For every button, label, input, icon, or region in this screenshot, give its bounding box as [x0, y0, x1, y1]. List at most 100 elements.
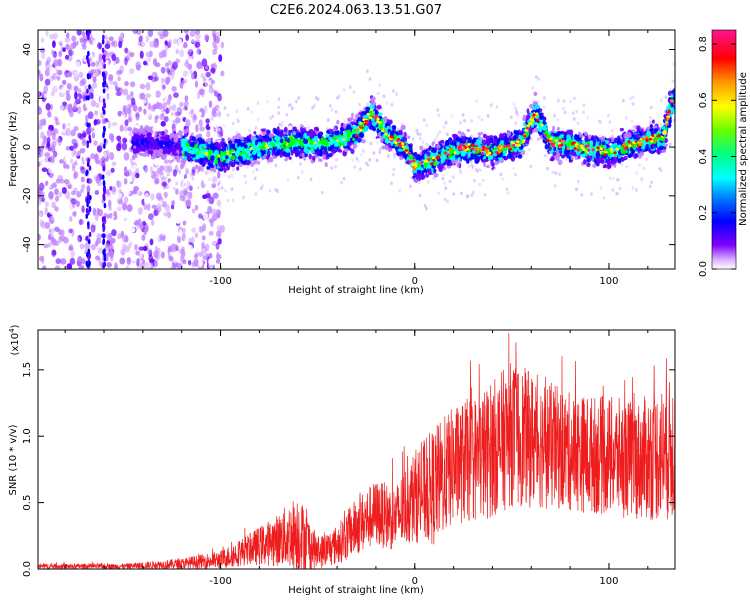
heatmap-noise-cell	[40, 37, 45, 43]
heatmap-noise-cell	[202, 126, 206, 131]
heatmap-cell	[261, 131, 267, 136]
heatmap-noise-cell	[54, 188, 59, 196]
heatmap-noise-cell	[474, 167, 478, 172]
heatmap-noise-cell	[668, 142, 672, 147]
heatmap-cell	[646, 126, 650, 132]
heatmap-noise-cell	[208, 196, 215, 205]
heatmap-noise-cell	[76, 177, 81, 183]
heatmap-noise-cell	[506, 191, 510, 196]
heatmap-noise-cell	[54, 116, 58, 121]
heatmap-noise-cell	[189, 30, 196, 37]
heatmap-noise-cell	[160, 77, 165, 83]
heatmap-noise-cell	[586, 115, 590, 120]
heatmap-noise-cell	[203, 251, 208, 259]
heatmap-noise-cell	[139, 83, 146, 90]
heatmap-noise-cell	[215, 31, 221, 38]
heatmap-noise-cell	[640, 176, 644, 181]
heatmap-noise-cell	[98, 209, 103, 217]
heatmap-noise-cell	[166, 67, 171, 73]
heatmap-noise-cell	[514, 172, 517, 177]
heatmap-noise-cell	[467, 164, 471, 169]
heatmap-noise-cell	[190, 108, 194, 115]
heatmap-noise-cell	[78, 264, 85, 269]
heatmap-cell	[619, 127, 624, 132]
heatmap-noise-cell	[236, 117, 240, 122]
heatmap-noise-cell	[621, 98, 625, 103]
heatmap-cell	[290, 156, 295, 161]
heatmap-noise-cell	[590, 192, 593, 196]
heatmap-noise-cell	[342, 88, 346, 92]
heatmap-noise-cell	[162, 84, 166, 90]
heatmap-noise-cell	[256, 101, 260, 105]
heatmap-noise-cell	[130, 97, 136, 106]
heatmap-noise-cell	[352, 90, 356, 94]
heatmap-noise-cell	[141, 234, 146, 241]
heatmap-noise-cell	[79, 165, 84, 171]
heatmap-cell	[212, 167, 217, 173]
heatmap-noise-cell	[193, 259, 200, 267]
heatmap-noise-cell	[529, 164, 533, 169]
heatmap-cell	[511, 162, 515, 169]
heatmap-noise-cell	[672, 118, 675, 123]
heatmap-noise-cell	[617, 177, 620, 182]
heatmap-noise-cell	[55, 83, 60, 90]
heatmap-noise-cell	[216, 251, 220, 257]
heatmap-cell	[477, 132, 482, 136]
heatmap-noise-cell	[124, 57, 128, 66]
heatmap-cell	[407, 135, 411, 139]
heatmap-noise-cell	[531, 86, 535, 90]
heatmap-noise-cell	[543, 105, 546, 110]
heatmap-noise-cell	[143, 108, 147, 115]
heatmap-noise-cell	[227, 175, 231, 179]
heatmap-noise-cell	[542, 95, 546, 100]
heatmap-noise-cell	[198, 213, 203, 219]
heatmap-noise-cell	[90, 61, 96, 67]
heatmap-noise-cell	[231, 121, 235, 126]
heatmap-noise-cell	[171, 200, 176, 206]
heatmap-noise-cell	[57, 58, 63, 67]
heatmap-noise-cell	[108, 133, 115, 141]
heatmap-noise-cell	[212, 106, 217, 114]
heatmap-noise-cell	[58, 111, 63, 118]
heatmap-noise-cell	[154, 170, 160, 178]
heatmap-noise-cell	[191, 208, 196, 214]
heatmap-noise-cell	[202, 255, 208, 261]
heatmap-noise-cell	[215, 258, 221, 264]
heatmap-noise-cell	[448, 179, 452, 184]
heatmap-noise-cell	[175, 100, 180, 107]
heatmap-noise-cell	[38, 210, 44, 218]
heatmap-noise-cell	[271, 114, 275, 119]
heatmap-noise-cell	[450, 114, 454, 119]
heatmap-noise-cell	[129, 81, 136, 88]
heatmap-noise-cell	[46, 141, 51, 148]
heatmap-noise-cell	[436, 108, 440, 112]
heatmap-noise-cell	[212, 48, 218, 55]
heatmap-noise-cell	[109, 254, 114, 262]
heatmap-noise-cell	[137, 45, 142, 51]
heatmap-noise-cell	[202, 194, 208, 200]
heatmap-noise-cell	[98, 87, 104, 93]
heatmap-noise-cell	[451, 175, 455, 179]
heatmap-noise-cell	[43, 243, 49, 249]
heatmap-noise-cell	[105, 170, 112, 177]
heatmap-noise-cell	[342, 176, 346, 181]
heatmap-noise-cell	[116, 135, 122, 142]
heatmap-cell	[463, 164, 468, 169]
heatmap-noise-cell	[68, 228, 73, 234]
heatmap-noise-cell	[514, 121, 518, 125]
heatmap-noise-cell	[188, 191, 193, 200]
heatmap-noise-cell	[111, 185, 117, 193]
heatmap-noise-cell	[188, 251, 194, 257]
heatmap-cell	[245, 156, 251, 161]
heatmap-noise-cell	[180, 249, 186, 258]
heatmap-noise-cell	[57, 118, 62, 124]
heatmap-noise-cell	[425, 206, 428, 211]
heatmap-noise-cell	[70, 158, 74, 164]
heatmap-noise-cell	[111, 121, 118, 127]
heatmap-noise-cell	[253, 176, 257, 181]
heatmap-noise-cell	[73, 171, 77, 180]
heatmap-noise-cell	[124, 81, 129, 87]
heatmap-noise-cell	[216, 225, 222, 231]
heatmap-noise-cell	[190, 248, 195, 254]
